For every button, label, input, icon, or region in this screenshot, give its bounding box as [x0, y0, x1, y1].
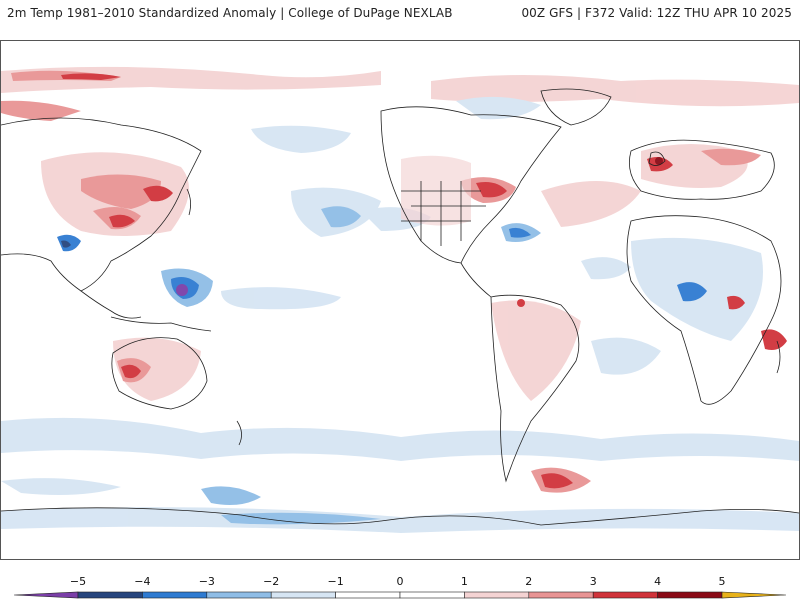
- colorbar-tick-label: 1: [461, 575, 468, 588]
- colorbar-arrow-high: [721, 591, 787, 599]
- colorbar-segment: [399, 591, 465, 599]
- colorbar-segment: [335, 591, 401, 599]
- colorbar-tick-label: −2: [263, 575, 279, 588]
- anomaly-map: [0, 40, 800, 560]
- colorbar-tick-label: −3: [199, 575, 215, 588]
- coastlines: [1, 88, 799, 526]
- header: 2m Temp 1981–2010 Standardized Anomaly |…: [0, 0, 800, 40]
- colorbar-tick-label: 2: [525, 575, 532, 588]
- colorbar-segment: [77, 591, 143, 599]
- map-title: 2m Temp 1981–2010 Standardized Anomaly |…: [7, 6, 453, 20]
- colorbar-segment: [657, 591, 723, 599]
- colorbar-tick-label: −1: [327, 575, 343, 588]
- colorbar-segment: [142, 591, 208, 599]
- colorbar-segments: [13, 591, 787, 599]
- colorbar-segment: [592, 591, 658, 599]
- colorbar-svg: −5 −4 −3 −2 −1 0 1 2 3 4 5: [13, 575, 787, 599]
- colorbar-segment: [206, 591, 272, 599]
- map-canvas: [1, 41, 799, 559]
- model-run-info: 00Z GFS | F372 Valid: 12Z THU APR 10 202…: [521, 6, 792, 20]
- colorbar-tick-label: 0: [397, 575, 404, 588]
- colorbar-segment: [464, 591, 530, 599]
- colorbar-tick-label: −5: [70, 575, 86, 588]
- anomaly-shading: [1, 66, 799, 533]
- colorbar-segment: [270, 591, 336, 599]
- colorbar: −5 −4 −3 −2 −1 0 1 2 3 4 5: [0, 560, 800, 600]
- colorbar-segment: [528, 591, 594, 599]
- colorbar-tick-label: 3: [590, 575, 597, 588]
- colorbar-arrow-low: [13, 591, 79, 599]
- colorbar-tick-label: 4: [654, 575, 661, 588]
- colorbar-ticks: −5 −4 −3 −2 −1 0 1 2 3 4 5: [70, 575, 726, 588]
- colorbar-tick-label: 5: [719, 575, 726, 588]
- colorbar-tick-label: −4: [134, 575, 150, 588]
